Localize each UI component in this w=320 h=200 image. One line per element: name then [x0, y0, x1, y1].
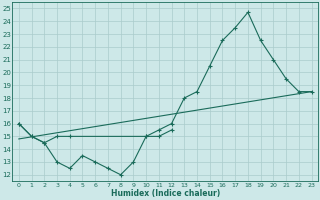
- X-axis label: Humidex (Indice chaleur): Humidex (Indice chaleur): [111, 189, 220, 198]
